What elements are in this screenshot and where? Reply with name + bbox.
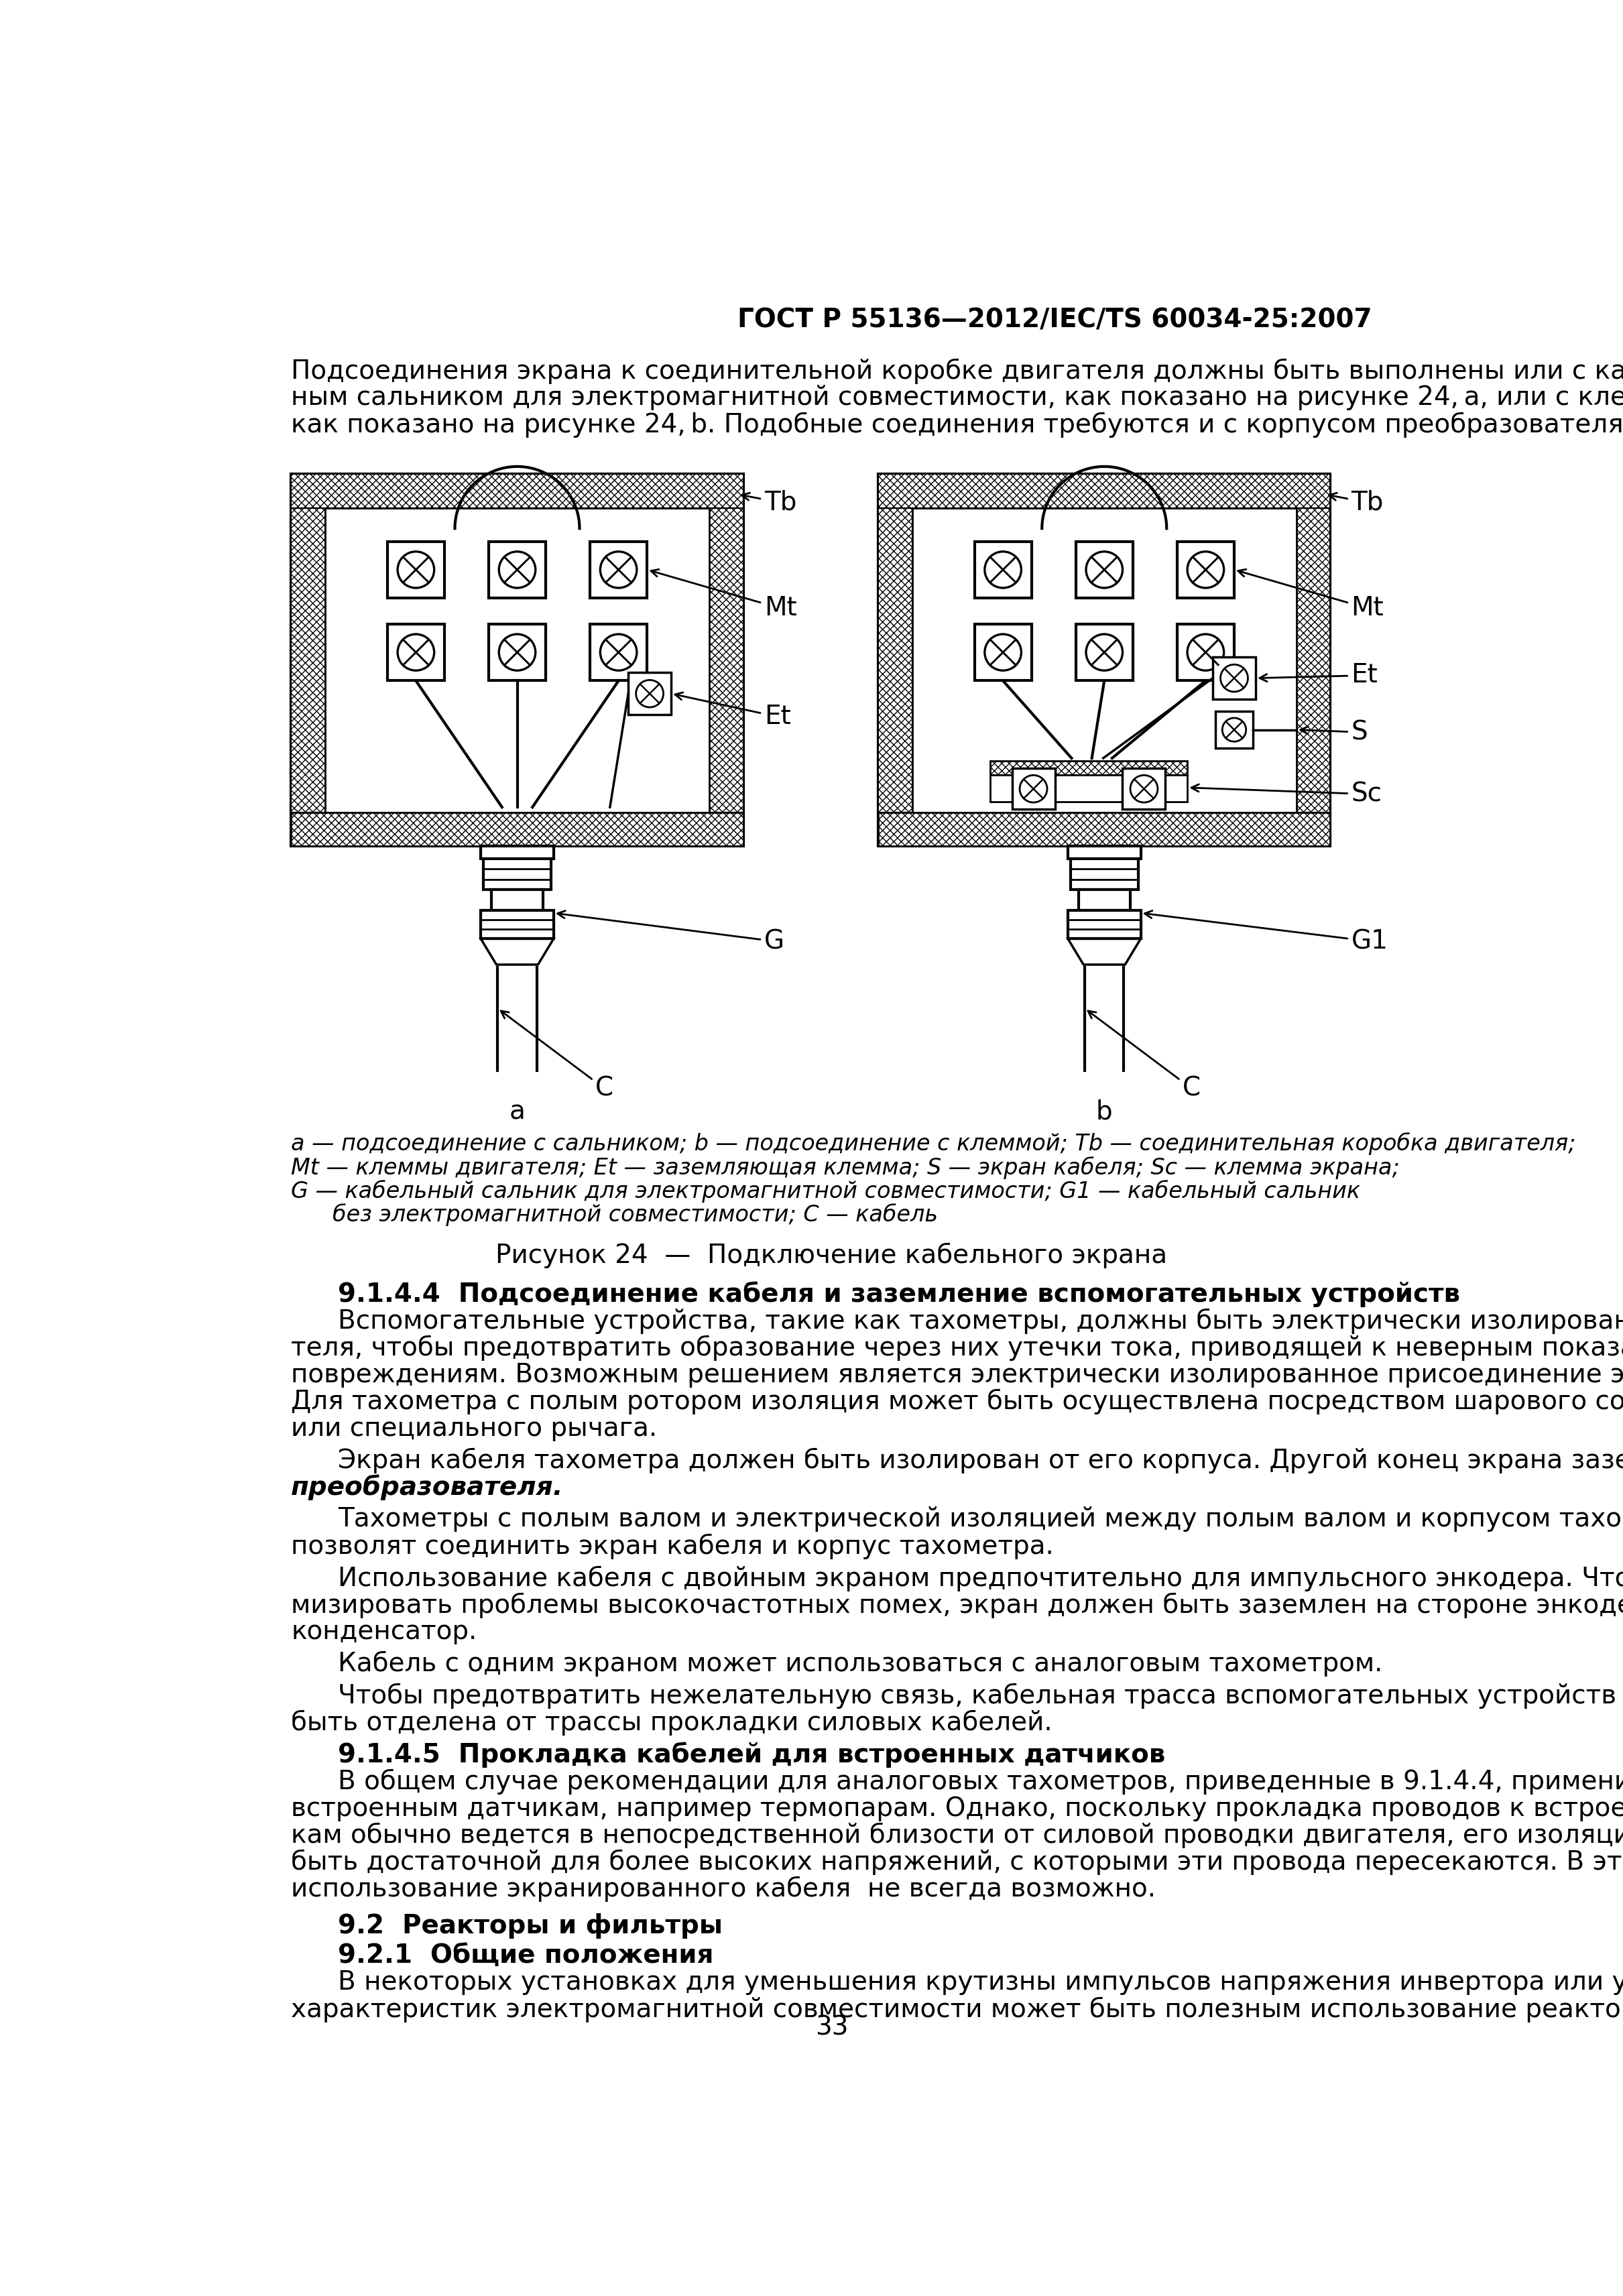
Polygon shape bbox=[1177, 542, 1233, 599]
Text: ГОСТ Р 55136—2012/IEC/TS 60034-25:2007: ГОСТ Р 55136—2012/IEC/TS 60034-25:2007 bbox=[737, 308, 1371, 333]
Text: встроенным датчикам, например термопарам. Однако, поскольку прокладка проводов к: встроенным датчикам, например термопарам… bbox=[291, 1795, 1623, 1821]
Text: Экран кабеля тахометра должен быть изолирован от его корпуса. Другой конец экран: Экран кабеля тахометра должен быть изоли… bbox=[338, 1449, 1623, 1474]
Polygon shape bbox=[1068, 939, 1141, 964]
Text: Для тахометра с полым ротором изоляция может быть осуществлена посредством шаров: Для тахометра с полым ротором изоляция м… bbox=[291, 1389, 1623, 1414]
Polygon shape bbox=[489, 625, 545, 680]
Polygon shape bbox=[589, 625, 648, 680]
Text: быть достаточной для более высоких напряжений, с которыми эти провода пересекают: быть достаточной для более высоких напря… bbox=[291, 1848, 1623, 1876]
Text: теля, чтобы предотвратить образование через них утечки тока, приводящей к неверн: теля, чтобы предотвратить образование че… bbox=[291, 1336, 1623, 1362]
Polygon shape bbox=[878, 813, 1331, 845]
Text: C: C bbox=[502, 1010, 613, 1102]
Polygon shape bbox=[1297, 507, 1331, 813]
Text: ным сальником для электромагнитной совместимости, как показано на рисунке 24, a,: ным сальником для электромагнитной совме… bbox=[291, 386, 1623, 411]
Polygon shape bbox=[912, 507, 1297, 813]
Text: Mt: Mt bbox=[1238, 569, 1384, 620]
Text: Тахометры с полым валом и электрической изоляцией между полым валом и корпусом т: Тахометры с полым валом и электрической … bbox=[338, 1506, 1623, 1531]
Polygon shape bbox=[291, 813, 743, 845]
Text: Et: Et bbox=[675, 693, 790, 730]
Text: без электромагнитной совместимости; C — кабель: без электромагнитной совместимости; C — … bbox=[333, 1203, 938, 1226]
Text: Et: Et bbox=[1259, 664, 1378, 689]
Text: или специального рычага.: или специального рычага. bbox=[291, 1417, 657, 1442]
Text: 9.1.4.4  Подсоединение кабеля и заземление вспомогательных устройств: 9.1.4.4 Подсоединение кабеля и заземлени… bbox=[338, 1281, 1461, 1306]
Polygon shape bbox=[1216, 712, 1253, 748]
Polygon shape bbox=[489, 542, 545, 599]
Polygon shape bbox=[291, 507, 325, 813]
Text: Вспомогательные устройства, такие как тахометры, должны быть электрически изолир: Вспомогательные устройства, такие как та… bbox=[338, 1309, 1623, 1334]
Polygon shape bbox=[1212, 657, 1256, 700]
Polygon shape bbox=[1076, 542, 1133, 599]
Polygon shape bbox=[388, 625, 445, 680]
Text: a: a bbox=[510, 1100, 526, 1125]
Polygon shape bbox=[388, 542, 445, 599]
Text: использование экранированного кабеля  не всегда возможно.: использование экранированного кабеля не … bbox=[291, 1876, 1156, 1901]
Text: S: S bbox=[1300, 719, 1368, 744]
Polygon shape bbox=[709, 507, 743, 813]
Polygon shape bbox=[589, 542, 648, 599]
Polygon shape bbox=[1177, 625, 1233, 680]
Polygon shape bbox=[878, 507, 912, 813]
Polygon shape bbox=[1068, 845, 1141, 859]
Text: конденсатор.: конденсатор. bbox=[291, 1619, 477, 1644]
Text: Tb: Tb bbox=[1329, 489, 1383, 514]
Text: Кабель с одним экраном может использоваться с аналоговым тахометром.: Кабель с одним экраном может использоват… bbox=[338, 1651, 1383, 1676]
Text: 9.2.1  Общие положения: 9.2.1 Общие положения bbox=[338, 1942, 714, 1968]
Polygon shape bbox=[990, 776, 1188, 801]
Polygon shape bbox=[480, 939, 553, 964]
Polygon shape bbox=[1078, 891, 1130, 912]
Polygon shape bbox=[291, 813, 743, 845]
Text: G — кабельный сальник для электромагнитной совместимости; G1 — кабельный сальник: G — кабельный сальник для электромагнитн… bbox=[291, 1180, 1360, 1203]
Text: преобразователя.: преобразователя. bbox=[291, 1474, 563, 1502]
Polygon shape bbox=[974, 625, 1032, 680]
Polygon shape bbox=[990, 760, 1188, 776]
Text: 9.2  Реакторы и фильтры: 9.2 Реакторы и фильтры bbox=[338, 1913, 722, 1938]
Polygon shape bbox=[480, 845, 553, 859]
Text: В некоторых установках для уменьшения крутизны импульсов напряжения инвертора ил: В некоторых установках для уменьшения кр… bbox=[338, 1970, 1623, 1995]
Text: Sc: Sc bbox=[1191, 781, 1381, 806]
Polygon shape bbox=[628, 673, 672, 714]
Text: 33: 33 bbox=[815, 2016, 849, 2041]
Text: G: G bbox=[557, 912, 784, 953]
Text: C: C bbox=[1087, 1010, 1201, 1102]
Polygon shape bbox=[1123, 769, 1165, 808]
Polygon shape bbox=[1076, 625, 1133, 680]
Polygon shape bbox=[492, 891, 544, 912]
Text: быть отделена от трассы прокладки силовых кабелей.: быть отделена от трассы прокладки силовы… bbox=[291, 1711, 1053, 1736]
Polygon shape bbox=[974, 542, 1032, 599]
Text: как показано на рисунке 24, b. Подобные соединения требуются и с корпусом преобр: как показано на рисунке 24, b. Подобные … bbox=[291, 411, 1623, 439]
Text: кам обычно ведется в непосредственной близости от силовой проводки двигателя, ег: кам обычно ведется в непосредственной бл… bbox=[291, 1823, 1623, 1848]
Text: G1: G1 bbox=[1144, 912, 1388, 953]
Text: Чтобы предотвратить нежелательную связь, кабельная трасса вспомогательных устрой: Чтобы предотвратить нежелательную связь,… bbox=[338, 1683, 1623, 1708]
Text: Рисунок 24  —  Подключение кабельного экрана: Рисунок 24 — Подключение кабельного экра… bbox=[495, 1242, 1167, 1270]
Polygon shape bbox=[1068, 912, 1141, 939]
Polygon shape bbox=[878, 475, 1331, 507]
Text: В общем случае рекомендации для аналоговых тахометров, приведенные в 9.1.4.4, пр: В общем случае рекомендации для аналогов… bbox=[338, 1768, 1623, 1795]
Polygon shape bbox=[1013, 769, 1055, 808]
Text: Использование кабеля с двойным экраном предпочтительно для импульсного энкодера.: Использование кабеля с двойным экраном п… bbox=[338, 1566, 1623, 1591]
Polygon shape bbox=[480, 912, 553, 939]
Polygon shape bbox=[878, 813, 1331, 845]
Text: Mt: Mt bbox=[651, 569, 797, 620]
Polygon shape bbox=[291, 475, 743, 507]
Text: Mt — клеммы двигателя; Et — заземляющая клемма; S — экран кабеля; Sc — клемма эк: Mt — клеммы двигателя; Et — заземляющая … bbox=[291, 1157, 1401, 1178]
Text: 9.1.4.5  Прокладка кабелей для встроенных датчиков: 9.1.4.5 Прокладка кабелей для встроенных… bbox=[338, 1743, 1165, 1768]
Text: b: b bbox=[1096, 1100, 1112, 1125]
Polygon shape bbox=[1071, 859, 1138, 891]
Text: мизировать проблемы высокочастотных помех, экран должен быть заземлен на стороне: мизировать проблемы высокочастотных поме… bbox=[291, 1593, 1623, 1619]
Text: a — подсоединение с сальником; b — подсоединение с клеммой; Tb — соединительная : a — подсоединение с сальником; b — подсо… bbox=[291, 1132, 1576, 1155]
Text: Подсоединения экрана к соединительной коробке двигателя должны быть выполнены ил: Подсоединения экрана к соединительной ко… bbox=[291, 358, 1623, 383]
Text: повреждениям. Возможным решением является электрически изолированное присоединен: повреждениям. Возможным решением являетс… bbox=[291, 1362, 1623, 1387]
Polygon shape bbox=[484, 859, 550, 891]
Polygon shape bbox=[325, 507, 709, 813]
Text: позволят соединить экран кабеля и корпус тахометра.: позволят соединить экран кабеля и корпус… bbox=[291, 1534, 1053, 1559]
Text: Tb: Tb bbox=[742, 489, 797, 514]
Text: характеристик электромагнитной совместимости может быть полезным использование р: характеристик электромагнитной совместим… bbox=[291, 1998, 1623, 2023]
